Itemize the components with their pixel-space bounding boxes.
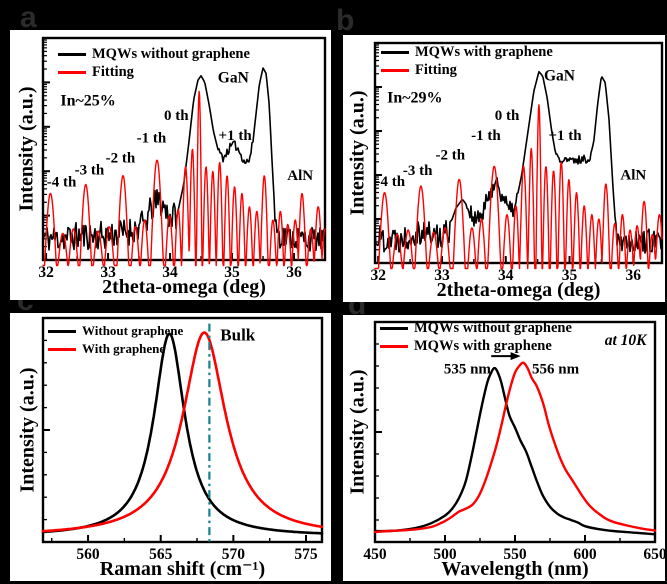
annotation--1-th: -1 th: [137, 130, 167, 146]
panel-b: 32 33 34 35 36 In~29% GaN 0 th -1 th -2 th -3 th -4…: [343, 35, 665, 302]
annotation-bulk: Bulk: [220, 325, 256, 344]
plot-b: 32 33 34 35 36 In~29% GaN 0 th -1 th -2 th-3 th-4…: [370, 41, 664, 284]
series-mqws-without-graphene: [373, 366, 657, 536]
annotation-556-nm: 556 nm: [532, 362, 580, 378]
x-axis-label-c: Raman shift (cm⁻¹): [99, 558, 266, 580]
x-axis-label-a: 2theta-omega (deg): [102, 276, 266, 298]
legend-swatch-red: [48, 347, 76, 351]
x-tick-label: 36: [286, 264, 302, 281]
legend-label: MQWs without graphene: [92, 46, 250, 62]
annotation-in-25-: In~25%: [60, 93, 115, 110]
legend-entry: MQWs without graphene: [380, 320, 572, 337]
legend-swatch-black: [380, 327, 408, 330]
x-tick-label: 32: [38, 264, 54, 281]
legend-swatch-black: [48, 329, 76, 333]
panel-letter-b: b: [336, 4, 355, 37]
x-tick-label: 35: [224, 264, 240, 281]
annotation--1-th: +1 th: [219, 128, 253, 144]
annotation--4-th: -4 th: [47, 175, 77, 191]
x-tick-label: 500: [433, 546, 457, 563]
x-tick-label: 600: [573, 546, 597, 563]
x-tick-label: 575: [294, 546, 318, 563]
x-tick-label: 32: [370, 267, 386, 284]
x-tick-label: 34: [498, 267, 514, 284]
legend-label: Without graphene: [82, 323, 184, 338]
annotation--3-th: -3 th: [403, 163, 433, 179]
y-axis-label-a: Intensity (a.u.): [15, 86, 38, 212]
x-axis-label-d: Wavelength (nm): [441, 558, 589, 580]
series-fitting: [374, 104, 663, 270]
panel-letter-a: a: [20, 1, 37, 34]
annotation--4-th: -4 th: [376, 174, 406, 190]
plot-c: 560 565 570 575 Bulk: [41, 316, 324, 563]
legend-swatch-black: [381, 51, 409, 54]
legend-swatch-red: [381, 69, 409, 72]
annotation-aln: AlN: [620, 167, 646, 183]
x-tick-label: 34: [162, 264, 178, 281]
y-axis-label-b: Intensity (a.u.): [346, 90, 369, 216]
annotation--2-th: -2 th: [106, 150, 136, 166]
annotation-gan: GaN: [218, 69, 249, 86]
annotation-in-29-: In~29%: [387, 89, 442, 106]
series-mqws-with-graphene: [373, 361, 657, 534]
legend-entry: Fitting: [381, 62, 457, 79]
y-axis-label-d: Intensity (a.u.): [346, 369, 369, 495]
axes-box: [41, 36, 327, 262]
series-with-graphene: [41, 331, 324, 533]
legend-entry: With graphene: [48, 341, 165, 357]
legend-label: MQWs with graphene: [414, 338, 552, 354]
legend-swatch-red: [380, 345, 408, 348]
annotation--2-th: -2 th: [435, 148, 465, 164]
annotation-0-th: 0 th: [495, 108, 520, 124]
annotation-gan: GaN: [544, 67, 575, 84]
annotation--1-th: +1 th: [548, 128, 582, 144]
panel-c: 560 565 570 575 Bulk Intensity (a.u.) Raman …: [10, 313, 331, 581]
legend-entry: MQWs without graphene: [58, 46, 250, 63]
legend-entry: Without graphene: [48, 323, 183, 339]
legend-swatch-red: [58, 71, 86, 74]
x-tick-label: 550: [503, 546, 527, 563]
legend-label: Fitting: [92, 64, 134, 80]
redshift-arrow-head: [510, 352, 521, 361]
legend-label: MQWs without graphene: [414, 320, 572, 336]
legend-label: With graphene: [82, 341, 166, 356]
x-tick-label: 570: [222, 546, 246, 563]
series-without-graphene: [41, 332, 324, 535]
x-tick-label: 36: [626, 267, 642, 284]
annotation--1-th: -1 th: [471, 128, 501, 144]
legend-swatch-black: [58, 53, 86, 56]
series-mqws-with-graphene: [374, 70, 662, 254]
x-tick-label: 565: [149, 546, 173, 563]
legend-entry: MQWs with graphene: [380, 338, 552, 355]
annotation-at-10k: at 10K: [605, 332, 648, 349]
series-fitting: [42, 90, 326, 267]
y-axis-label-c: Intensity (a.u.): [16, 367, 39, 493]
legend-label: Fitting: [415, 62, 457, 78]
annotation-535-nm: 535 nm: [444, 362, 492, 378]
panel-a: 32 33 34 35 36 In~25% GaN 0 th -1 th -2 th -3 th -4…: [10, 30, 331, 300]
annotation-0-th: 0 th: [164, 108, 189, 124]
x-tick-label: 33: [434, 267, 450, 284]
plot-a: 32 33 34 35 36 In~25% GaN 0 th -1 th-2 th-3 th-4…: [38, 36, 327, 281]
annotation--3-th: -3 th: [75, 163, 105, 179]
plot-d: 450 500 550 600 650 535 nm 556 nm at 10K: [363, 320, 665, 563]
x-tick-label: 35: [562, 267, 578, 284]
x-tick-label: 650: [643, 546, 665, 563]
legend-label: MQWs with graphene: [415, 44, 553, 60]
x-tick-label: 560: [76, 546, 100, 563]
annotation-aln: AlN: [287, 168, 313, 184]
legend-entry: MQWs with graphene: [381, 44, 553, 61]
legend-entry: Fitting: [58, 64, 134, 81]
x-tick-label: 450: [363, 546, 387, 563]
x-tick-label: 33: [100, 264, 116, 281]
x-axis-label-b: 2theta-omega (deg): [436, 279, 601, 301]
panel-d: 450 500 550 600 650 535 nm 556 nm at 10K Intens…: [343, 315, 665, 581]
